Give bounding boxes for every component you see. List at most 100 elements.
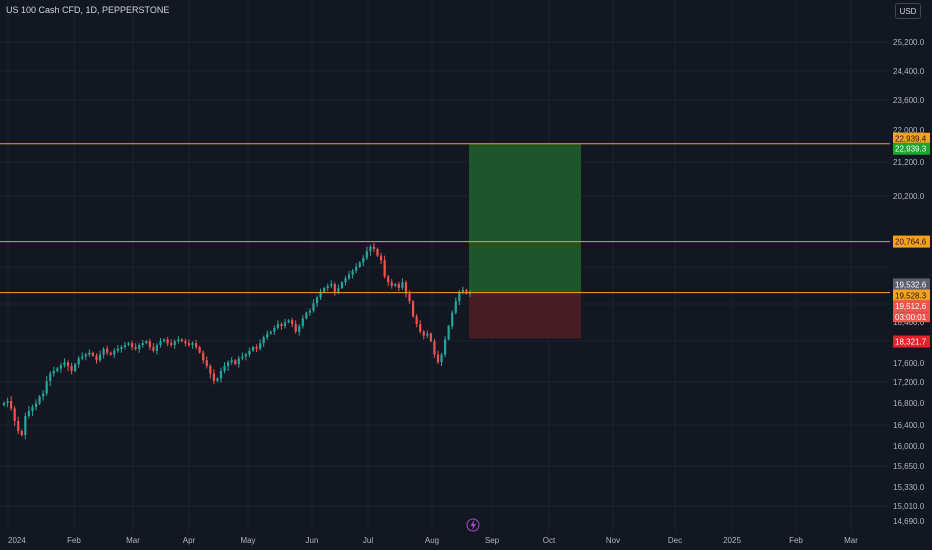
x-tick-label: Feb <box>67 536 81 545</box>
lightning-icon[interactable] <box>466 518 480 532</box>
candle-body <box>205 360 208 366</box>
candle-body <box>191 343 194 346</box>
candle-body <box>138 345 141 349</box>
candle-body <box>312 303 315 311</box>
candle-body <box>227 362 230 366</box>
candle-body <box>305 312 308 319</box>
price-tag-label: 19,528.3 <box>895 292 927 301</box>
y-tick-label: 16,800.0 <box>893 399 925 408</box>
candle-body <box>376 249 379 256</box>
x-tick-label: Mar <box>126 536 140 545</box>
candle-body <box>319 291 322 298</box>
candle-body <box>461 289 464 292</box>
candle-body <box>184 341 187 344</box>
x-tick-label: Nov <box>606 536 620 545</box>
candle-body <box>404 282 408 294</box>
candle-body <box>223 366 226 371</box>
candle-body <box>255 346 258 349</box>
y-tick-label: 16,000.0 <box>893 442 925 451</box>
candle-body <box>422 331 425 336</box>
candle-body <box>419 324 422 332</box>
candle-body <box>170 343 173 346</box>
candle-body <box>106 348 109 353</box>
candle-body <box>74 364 77 371</box>
candle-body <box>20 431 23 435</box>
candle-body <box>91 352 95 356</box>
candle-body <box>458 291 461 302</box>
candle-body <box>298 326 301 332</box>
candle-body <box>56 368 59 371</box>
x-tick-label: Aug <box>425 536 439 545</box>
candle-body <box>387 276 390 283</box>
x-tick-label: Apr <box>183 536 196 545</box>
candle-body <box>123 345 127 347</box>
candle-body <box>259 343 262 349</box>
candle-body <box>230 360 233 363</box>
candle-body <box>10 401 13 409</box>
candle-body <box>120 346 123 349</box>
candle-body <box>351 270 354 275</box>
candle-body <box>66 362 70 366</box>
loss-zone <box>469 292 581 339</box>
candle-body <box>162 339 166 342</box>
y-tick-label: 15,650.0 <box>893 462 925 471</box>
price-tag-label: 22,939.4 <box>895 135 927 144</box>
price-tag-label: 18,321.7 <box>895 338 927 347</box>
candle-body <box>397 284 400 288</box>
price-tag-label: 19,512.6 <box>895 302 927 311</box>
candle-body <box>212 373 215 381</box>
candle-body <box>355 267 358 271</box>
candle-body <box>127 343 130 346</box>
candle-body <box>63 362 66 366</box>
grid-lines <box>0 0 890 532</box>
candle-body <box>436 354 440 363</box>
candle-body <box>365 251 368 258</box>
y-tick-label: 15,010.0 <box>893 502 925 511</box>
candle-body <box>262 337 265 344</box>
candle-body <box>237 358 240 365</box>
price-tag-bg <box>893 132 930 145</box>
y-tick-label: 15,330.0 <box>893 483 925 492</box>
x-tick-label: Mar <box>844 536 858 545</box>
candle-body <box>426 333 429 336</box>
candle-body <box>372 246 376 249</box>
candle-body <box>177 339 180 342</box>
price-tag-bg <box>893 142 930 155</box>
candle-body <box>152 346 155 351</box>
candle-body <box>173 341 176 346</box>
countdown-label: 03:00:01 <box>895 313 927 322</box>
price-tag-label: 20,764.6 <box>895 238 927 247</box>
candle-body <box>84 354 87 357</box>
currency-button[interactable]: USD <box>895 3 921 19</box>
candle-body <box>166 339 169 344</box>
candle-body <box>269 331 272 334</box>
price-tag-label: 19,532.6 <box>895 280 927 289</box>
candle-body <box>38 396 41 404</box>
y-tick-label: 14,690.0 <box>893 517 925 526</box>
candle-body <box>81 356 84 359</box>
y-tick-label: 22,000.0 <box>893 126 925 135</box>
x-tick-label: Dec <box>668 536 682 545</box>
price-tag-bg <box>893 335 930 348</box>
candle-body <box>244 354 247 357</box>
candle-body <box>113 350 116 355</box>
candle-body <box>216 378 219 381</box>
candle-body <box>234 360 237 365</box>
candle-body <box>379 255 383 261</box>
candle-body <box>301 318 304 327</box>
horizontal-lines <box>0 143 890 294</box>
candle-body <box>95 355 98 361</box>
candle-body <box>98 354 102 361</box>
profit-zone <box>469 143 581 293</box>
price-tag-bg <box>893 235 930 248</box>
candle-body <box>273 327 276 332</box>
y-tick-label: 24,400.0 <box>893 67 925 76</box>
candle-body <box>440 354 443 363</box>
candle-body <box>283 322 287 327</box>
candle-body <box>59 365 63 369</box>
y-tick-label: 21,200.0 <box>893 158 925 167</box>
time-axis[interactable]: 2024 Feb Mar Apr May Jun Jul Aug Sep Oct Nov Dec 202… <box>8 536 858 545</box>
candle-body <box>294 324 297 332</box>
y-tick-label: 17,200.0 <box>893 378 925 387</box>
